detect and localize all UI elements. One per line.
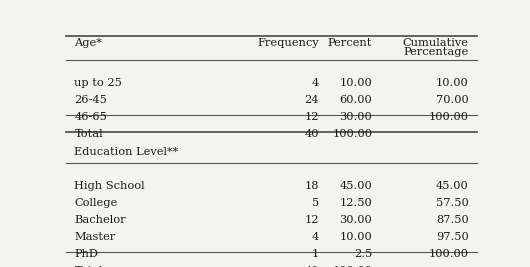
Text: Frequency: Frequency — [257, 38, 319, 48]
Text: 4: 4 — [312, 78, 319, 88]
Text: 100.00: 100.00 — [429, 249, 469, 259]
Text: Cumulative: Cumulative — [403, 38, 469, 48]
Text: 100.00: 100.00 — [332, 129, 372, 139]
Text: 57.50: 57.50 — [436, 198, 469, 208]
Text: Total: Total — [74, 129, 103, 139]
Text: 40: 40 — [304, 129, 319, 139]
Text: 1: 1 — [312, 249, 319, 259]
Text: 40: 40 — [304, 266, 319, 267]
Text: 97.50: 97.50 — [436, 232, 469, 242]
Text: 30.00: 30.00 — [340, 112, 372, 122]
Text: 4: 4 — [312, 232, 319, 242]
Text: Total: Total — [74, 266, 103, 267]
Text: Percent: Percent — [328, 38, 372, 48]
Text: 12: 12 — [304, 112, 319, 122]
Text: 10.00: 10.00 — [436, 78, 469, 88]
Text: 18: 18 — [304, 181, 319, 191]
Text: PhD: PhD — [74, 249, 99, 259]
Text: Percentage: Percentage — [403, 47, 469, 57]
Text: up to 25: up to 25 — [74, 78, 122, 88]
Text: 10.00: 10.00 — [340, 78, 372, 88]
Text: 12: 12 — [304, 215, 319, 225]
Text: 24: 24 — [304, 95, 319, 105]
Text: 45.00: 45.00 — [436, 181, 469, 191]
Text: 87.50: 87.50 — [436, 215, 469, 225]
Text: High School: High School — [74, 181, 145, 191]
Text: Education Level**: Education Level** — [74, 147, 179, 157]
Text: 70.00: 70.00 — [436, 95, 469, 105]
Text: 2.5: 2.5 — [354, 249, 372, 259]
Text: 46-65: 46-65 — [74, 112, 108, 122]
Text: 12.50: 12.50 — [340, 198, 372, 208]
Text: 5: 5 — [312, 198, 319, 208]
Text: 10.00: 10.00 — [340, 232, 372, 242]
Text: 30.00: 30.00 — [340, 215, 372, 225]
Text: Bachelor: Bachelor — [74, 215, 126, 225]
Text: 100.00: 100.00 — [332, 266, 372, 267]
Text: 45.00: 45.00 — [340, 181, 372, 191]
Text: 60.00: 60.00 — [340, 95, 372, 105]
Text: College: College — [74, 198, 118, 208]
Text: 26-45: 26-45 — [74, 95, 108, 105]
Text: 100.00: 100.00 — [429, 112, 469, 122]
Text: Master: Master — [74, 232, 116, 242]
Text: Age*: Age* — [74, 38, 102, 48]
